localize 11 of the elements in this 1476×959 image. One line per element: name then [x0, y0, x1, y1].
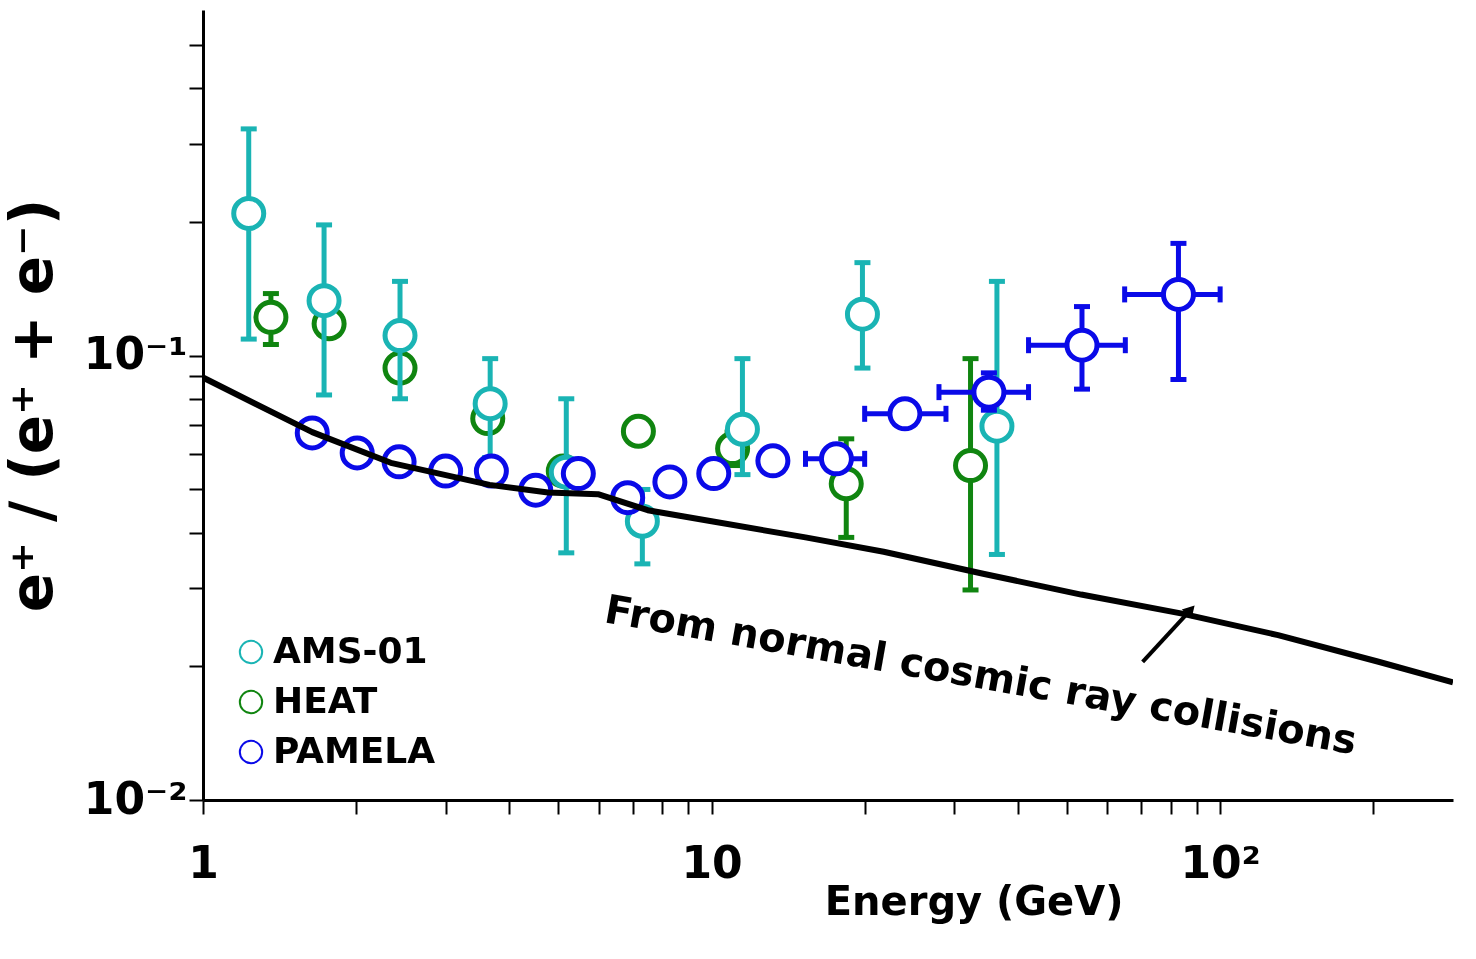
- legend-label: AMS-01: [273, 630, 428, 671]
- y-axis-title: e⁺ / (e⁺ + e⁻): [0, 198, 66, 613]
- x-axis-title: Energy (GeV): [824, 877, 1124, 924]
- legend-label: HEAT: [273, 680, 378, 721]
- annotation: From normal cosmic ray collisions: [601, 585, 1361, 764]
- x-tick-label: 10: [681, 836, 743, 888]
- y-tick-label: 10⁻¹: [83, 328, 188, 380]
- legend-label: PAMELA: [273, 730, 436, 771]
- y-tick-label: 10⁻²: [83, 772, 188, 824]
- x-tick-label: 1: [188, 836, 219, 888]
- x-tick-label: 10²: [1180, 836, 1261, 888]
